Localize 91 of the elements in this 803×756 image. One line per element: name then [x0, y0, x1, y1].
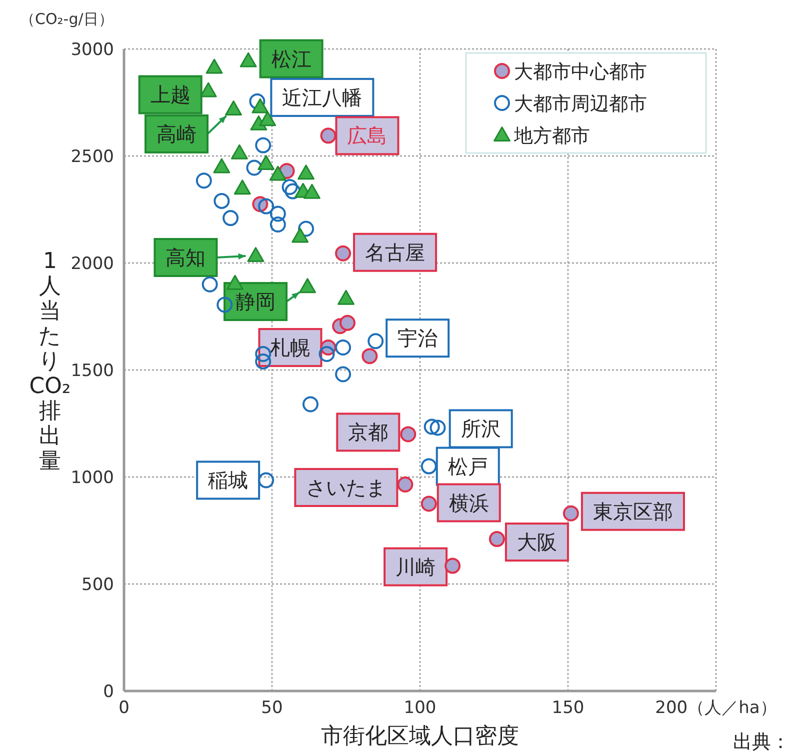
annotation: 静岡	[236, 290, 276, 314]
annotation: 稲城	[208, 468, 248, 492]
point	[240, 52, 257, 68]
point	[284, 183, 301, 200]
point	[302, 396, 318, 412]
x-tick-label: 150	[552, 698, 584, 718]
annotation: 所沢	[460, 416, 501, 441]
point	[339, 314, 356, 331]
point	[259, 111, 276, 126]
x-tick-label: 100	[404, 698, 436, 718]
annotation: 札幌	[270, 336, 310, 360]
point	[247, 247, 264, 262]
point	[249, 93, 266, 110]
point	[335, 366, 352, 382]
point	[430, 420, 446, 436]
point	[424, 418, 440, 435]
point	[216, 296, 233, 313]
point	[304, 184, 320, 199]
point	[258, 155, 275, 170]
point	[270, 216, 286, 232]
y-tick-label: 2500	[70, 147, 114, 167]
point	[488, 531, 505, 548]
annotation: 川崎	[396, 554, 436, 579]
x-axis-title: 市街化区域人口密度	[321, 724, 519, 749]
point	[420, 496, 437, 512]
annotation: 広島	[347, 124, 388, 148]
annotation: 上越	[150, 82, 190, 107]
source-note: 出典：	[733, 731, 790, 753]
annotation: 京都	[348, 420, 388, 444]
point	[252, 98, 269, 114]
legend-label: 大都市周辺都市	[514, 93, 647, 115]
annotation: 高崎	[156, 122, 197, 146]
annotation: 横浜	[448, 490, 489, 515]
point	[298, 220, 314, 237]
point	[444, 558, 461, 574]
y-tick-label: 1000	[70, 468, 114, 488]
point	[246, 160, 262, 176]
point	[255, 137, 272, 154]
x-tick-label: 50	[261, 698, 283, 718]
annotation: 名古屋	[365, 240, 426, 264]
point	[230, 144, 248, 160]
point	[298, 164, 314, 180]
point	[397, 476, 414, 492]
x-tick-label: 0	[118, 698, 130, 718]
point	[335, 340, 352, 356]
point	[400, 426, 416, 442]
point	[214, 192, 230, 209]
point	[282, 179, 298, 196]
point	[318, 346, 335, 362]
point	[320, 128, 336, 144]
point	[258, 198, 274, 214]
y-tick-label: 500	[82, 575, 114, 595]
point	[269, 166, 286, 181]
annotation: さいたま	[306, 475, 386, 500]
point	[255, 353, 272, 370]
y-tick-label: 2000	[70, 254, 114, 274]
point	[196, 172, 212, 189]
point	[222, 210, 239, 226]
point	[258, 472, 274, 488]
y-tick-label: 0	[103, 682, 114, 702]
point	[292, 228, 309, 243]
annotation: 宇治	[398, 326, 438, 350]
point	[202, 276, 218, 292]
annotation: 大阪	[516, 530, 557, 554]
y-tick-label: 1500	[70, 361, 114, 381]
point	[255, 346, 272, 362]
y-tick-label: 3000	[70, 40, 114, 60]
annotation: 高知	[166, 246, 206, 270]
annotation: 東京区部	[592, 499, 673, 524]
point	[562, 505, 579, 522]
point	[225, 100, 242, 116]
point	[270, 206, 286, 222]
legend-label: 大都市中心都市	[514, 61, 647, 83]
point	[420, 458, 437, 474]
point	[234, 180, 251, 195]
point	[368, 333, 384, 350]
annotation: 近江八幡	[282, 85, 362, 110]
point	[299, 278, 316, 294]
point	[206, 58, 223, 74]
point	[362, 348, 378, 364]
legend-label: 地方都市	[513, 125, 590, 147]
point	[226, 274, 244, 290]
point	[338, 290, 354, 305]
point	[200, 82, 217, 98]
point	[335, 245, 352, 262]
x-tick-label: 200（人／ha）	[655, 698, 777, 718]
annotation: 松戸	[448, 454, 488, 478]
text: 1人当たりCO₂排出量	[29, 249, 71, 474]
annotation: 松江	[271, 46, 312, 71]
point	[213, 158, 230, 174]
text: （CO₂-g/日）	[20, 10, 114, 28]
